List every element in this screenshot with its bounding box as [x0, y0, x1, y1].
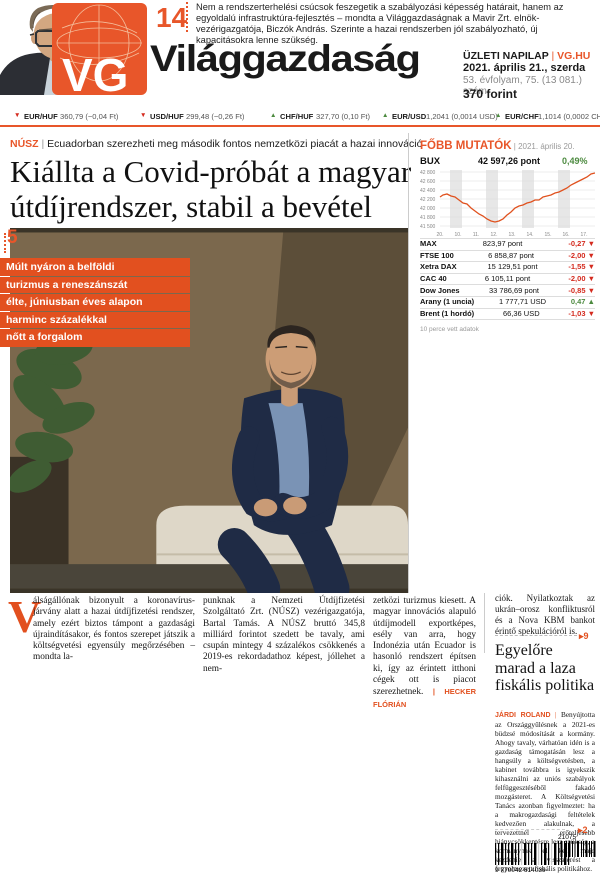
- svg-text:42 000: 42 000: [420, 206, 436, 212]
- svg-text:9 770042 614039: 9 770042 614039: [495, 867, 546, 873]
- svg-text:VG: VG: [62, 49, 128, 95]
- svg-text:42 600: 42 600: [420, 179, 436, 185]
- svg-text:42 800: 42 800: [420, 170, 436, 176]
- svg-text:41 800: 41 800: [420, 215, 436, 221]
- svg-text:42 400: 42 400: [420, 188, 436, 194]
- svg-text:41 500: 41 500: [420, 224, 436, 230]
- svg-text:21075: 21075: [558, 834, 576, 841]
- svg-text:42 200: 42 200: [420, 197, 436, 203]
